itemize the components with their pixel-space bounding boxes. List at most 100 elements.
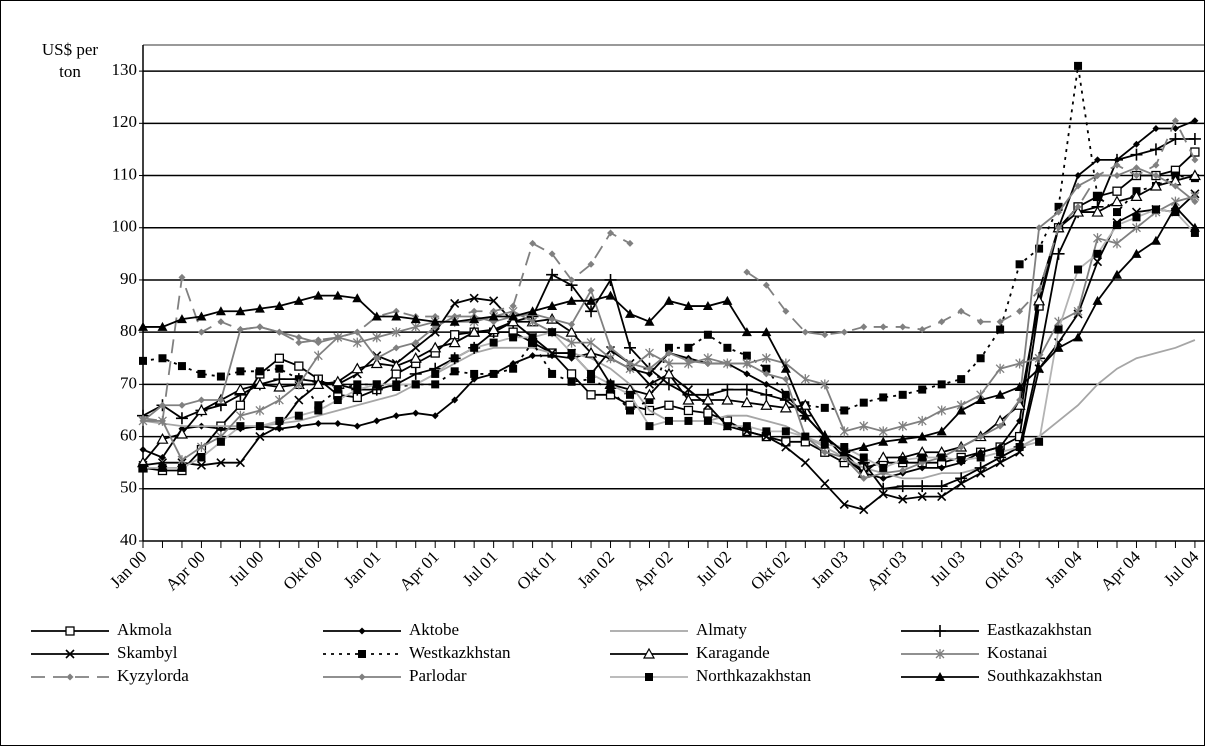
marker: [352, 293, 363, 303]
marker: [820, 403, 829, 412]
marker: [509, 333, 518, 342]
marker: [412, 409, 420, 417]
marker: [762, 427, 771, 436]
marker: [371, 311, 382, 321]
y-tick-label: 60: [120, 425, 137, 444]
marker: [353, 422, 361, 430]
marker: [431, 369, 440, 378]
marker: [548, 250, 556, 258]
marker: [1149, 179, 1162, 191]
x-tick-label: Jan 03: [807, 547, 851, 591]
marker: [1016, 307, 1024, 315]
marker: [703, 408, 713, 418]
marker: [1054, 325, 1063, 334]
marker: [664, 358, 674, 369]
marker: [897, 434, 908, 444]
marker: [274, 395, 284, 406]
marker: [1073, 332, 1084, 342]
marker: [723, 343, 732, 352]
marker: [216, 372, 225, 381]
marker: [957, 443, 965, 451]
marker: [1130, 190, 1143, 202]
marker: [877, 451, 890, 463]
marker: [917, 431, 928, 441]
marker: [742, 422, 751, 431]
marker: [664, 416, 673, 425]
marker: [314, 401, 323, 410]
legend-label: Akmola: [117, 620, 172, 639]
marker: [508, 311, 519, 321]
marker: [358, 650, 366, 658]
marker: [256, 323, 264, 331]
marker: [470, 307, 478, 315]
marker: [1113, 161, 1121, 169]
marker: [451, 396, 459, 404]
y-tick-label: 100: [112, 217, 138, 236]
marker: [158, 463, 167, 472]
marker: [1152, 172, 1160, 180]
marker: [158, 401, 166, 409]
marker: [934, 625, 946, 637]
marker: [1055, 224, 1063, 232]
marker: [392, 380, 401, 389]
marker: [899, 323, 907, 331]
marker: [626, 359, 634, 367]
marker: [1130, 148, 1143, 161]
marker: [1074, 172, 1082, 180]
marker: [236, 422, 245, 431]
marker: [1015, 443, 1024, 452]
marker: [156, 432, 169, 444]
marker: [235, 458, 245, 468]
marker: [1132, 164, 1140, 172]
marker: [644, 379, 655, 389]
marker: [178, 401, 186, 409]
marker: [645, 365, 653, 373]
marker: [586, 337, 596, 348]
marker: [528, 338, 537, 347]
x-tick-label: Jan 01: [340, 547, 384, 591]
marker: [197, 396, 205, 404]
marker: [1035, 286, 1043, 294]
marker: [800, 374, 810, 385]
marker: [703, 416, 712, 425]
marker: [235, 306, 246, 316]
x-tick-label: Apr 01: [396, 547, 443, 594]
marker: [1094, 172, 1102, 180]
marker: [1110, 195, 1124, 207]
marker: [490, 307, 498, 315]
marker: [1191, 117, 1199, 125]
marker: [373, 417, 381, 425]
marker: [314, 339, 322, 347]
marker: [177, 455, 187, 466]
marker: [879, 463, 888, 472]
marker: [448, 336, 461, 348]
marker: [877, 482, 890, 495]
x-tick-label: Okt 01: [513, 547, 559, 593]
marker: [332, 290, 343, 300]
y-tick-label: 40: [120, 530, 137, 549]
marker: [704, 359, 712, 367]
marker: [586, 295, 597, 305]
marker: [684, 357, 692, 365]
marker: [1073, 306, 1083, 317]
marker: [469, 314, 480, 324]
x-tick-label: Apr 03: [863, 547, 910, 594]
marker: [139, 417, 147, 425]
marker: [1112, 269, 1122, 279]
marker: [450, 354, 459, 363]
marker: [917, 415, 927, 426]
marker: [431, 380, 440, 389]
x-tick-label: Jul 04: [1160, 547, 1203, 590]
marker: [642, 647, 656, 659]
marker: [742, 351, 751, 360]
marker: [1171, 117, 1179, 125]
marker: [780, 363, 791, 373]
legend-label: Parlodar: [409, 666, 467, 685]
marker: [274, 353, 285, 363]
marker: [819, 431, 830, 441]
marker: [547, 348, 557, 358]
marker: [314, 406, 323, 415]
x-tick-label: Jan 04: [1041, 547, 1086, 592]
y-tick-label: 110: [112, 164, 137, 183]
